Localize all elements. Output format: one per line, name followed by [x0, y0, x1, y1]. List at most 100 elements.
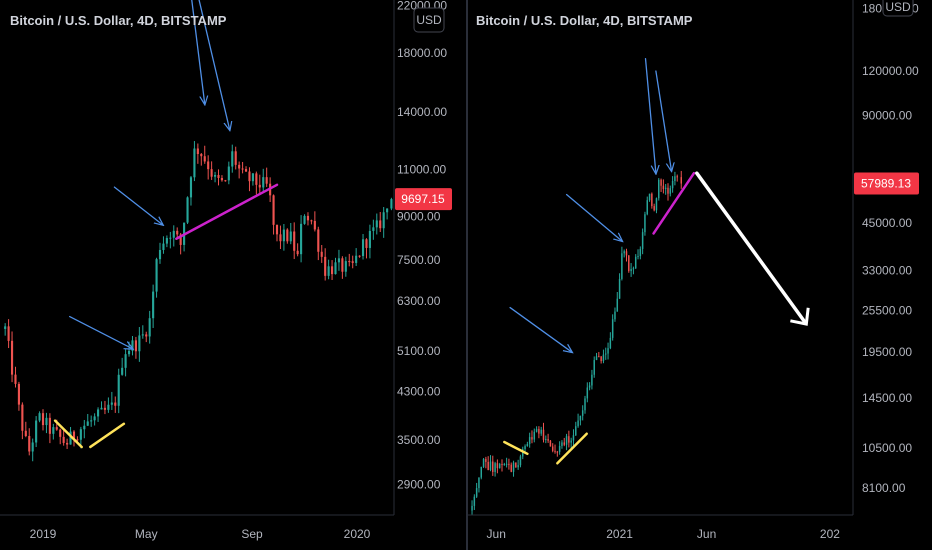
candle-body: [176, 230, 179, 235]
price-tick-label: 6300.00: [397, 294, 441, 308]
candle-body: [293, 231, 296, 251]
candle-body: [97, 409, 100, 417]
candle-body: [512, 462, 515, 472]
candle-body: [556, 451, 559, 453]
annotation-arrow[interactable]: [189, 0, 204, 104]
candle-body: [358, 255, 361, 257]
candle-body: [203, 156, 206, 162]
candle-body: [382, 212, 385, 229]
candle-body: [76, 439, 79, 441]
candle-body: [361, 239, 365, 257]
candle-body: [379, 220, 382, 229]
right-currency-button[interactable]: USD: [882, 0, 914, 17]
candle-body: [90, 420, 93, 422]
annotation-arrow[interactable]: [113, 186, 162, 225]
candle-body: [554, 450, 556, 452]
annotation-arrow[interactable]: [69, 315, 133, 349]
trend-line[interactable]: [53, 419, 83, 449]
price-tick-label: 14500.00: [862, 391, 912, 405]
candle-body: [148, 318, 151, 337]
candle-body: [538, 428, 540, 434]
candle-body: [145, 334, 148, 337]
right-time-axis[interactable]: Jun 2021 Jun 202: [487, 527, 841, 541]
candle-body: [35, 420, 38, 443]
left-time-axis[interactable]: 2019 May Sep 2020: [30, 527, 371, 541]
price-tick-label: 90000.00: [862, 109, 912, 123]
candle-body: [224, 180, 227, 182]
candle-body: [575, 426, 577, 436]
annotation-arrow[interactable]: [644, 58, 656, 174]
candle-body: [515, 462, 517, 468]
candle-body: [17, 383, 20, 405]
trend-line[interactable]: [556, 432, 588, 465]
candle-body: [179, 234, 182, 245]
candle-body: [320, 251, 323, 257]
trend-line[interactable]: [89, 422, 126, 449]
trend-line[interactable]: [652, 171, 696, 235]
time-tick-label: May: [135, 527, 158, 541]
trend-line[interactable]: [503, 440, 529, 456]
forecast-arrow[interactable]: [695, 171, 810, 326]
right-chart-panel[interactable]: 180000.00120000.0090000.0045000.0033000.…: [468, 0, 932, 550]
candle-body: [602, 354, 605, 362]
candle-body: [152, 291, 155, 319]
candle-body: [584, 398, 586, 411]
candle-body: [655, 198, 658, 211]
annotation-arrow[interactable]: [655, 70, 672, 171]
candle-body: [558, 445, 561, 452]
candle-body: [653, 206, 655, 211]
candle-body: [317, 229, 320, 252]
candle-body: [241, 168, 244, 170]
candle-body: [623, 251, 625, 254]
candle-body: [591, 374, 593, 386]
annotation-arrow[interactable]: [565, 193, 622, 241]
candle-body: [611, 319, 614, 338]
candle-body: [38, 413, 41, 421]
candle-body: [561, 442, 563, 446]
candle-body: [28, 436, 31, 452]
candle-body: [238, 164, 241, 169]
left-currency-button[interactable]: USD: [413, 7, 445, 33]
candle-body: [651, 193, 653, 207]
candle-body: [189, 177, 193, 198]
candle-body: [93, 416, 96, 421]
price-tick-label: 4300.00: [397, 384, 441, 398]
candle-body: [200, 153, 203, 157]
candle-body: [124, 354, 127, 368]
candle-body: [588, 385, 591, 388]
candle-body: [45, 417, 48, 426]
annotation-arrow[interactable]: [509, 306, 572, 352]
left-chart-background: [0, 0, 466, 550]
price-tick-label: 5100.00: [397, 344, 441, 358]
candle-body: [169, 237, 172, 239]
candle-body: [48, 417, 51, 434]
candle-body: [351, 261, 354, 263]
annotation-arrow[interactable]: [198, 0, 230, 130]
left-chart-panel[interactable]: 22000.0018000.0014000.0011000.009000.007…: [0, 0, 466, 550]
candle-body: [505, 463, 508, 465]
left-price-axis[interactable]: 22000.0018000.0014000.0011000.009000.007…: [397, 0, 447, 492]
candle-body: [639, 248, 642, 257]
price-tick-label: 45000.00: [862, 216, 912, 230]
candle-body: [275, 224, 279, 235]
price-tick-label: 10500.00: [862, 441, 912, 455]
candle-body: [289, 231, 292, 242]
candle-body: [517, 465, 519, 468]
candle-body: [680, 177, 682, 184]
candle-body: [386, 208, 389, 213]
candle-body: [10, 340, 14, 375]
candle-body: [492, 461, 494, 472]
price-tick-label: 14000.00: [397, 105, 447, 119]
candle-body: [549, 440, 552, 447]
right-candles: [471, 170, 682, 516]
candle-body: [213, 174, 217, 177]
candle-body: [676, 176, 678, 178]
candle-body: [327, 266, 330, 276]
candle-body: [487, 461, 489, 471]
candle-body: [62, 436, 65, 443]
right-chart-background: [468, 0, 932, 550]
candle-body: [210, 169, 213, 177]
trend-line[interactable]: [175, 183, 279, 240]
price-tick-label: 120000.00: [862, 64, 919, 78]
right-currency-label: USD: [885, 0, 911, 14]
